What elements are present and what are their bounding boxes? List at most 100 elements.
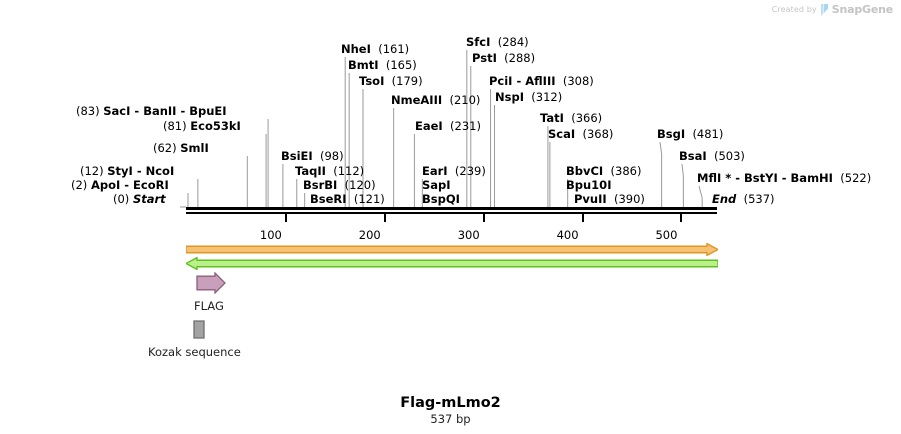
site-enzyme-name: NspI — [495, 90, 524, 104]
site-enzyme-name: PstI — [472, 51, 497, 65]
feature-glyph-kozak-sequence[interactable] — [193, 320, 205, 339]
restriction-site-bmti[interactable]: BmtI (165) — [348, 59, 417, 72]
restriction-site-bsgi[interactable]: BsgI (481) — [657, 128, 723, 141]
snapgene-watermark: Created by SnapGene — [772, 3, 893, 16]
restriction-site-eaei[interactable]: EaeI (231) — [415, 120, 481, 133]
site-position-label: (81) — [163, 119, 187, 133]
site-enzyme-name: BamHI — [790, 171, 833, 185]
restriction-site-bseri[interactable]: BseRI (121) — [310, 193, 385, 206]
ruler-tick-200 — [383, 214, 386, 222]
restriction-site-bpu10i[interactable]: Bpu10I — [566, 179, 611, 192]
site-enzyme-name: StyI — [107, 164, 133, 178]
restriction-site-nmeaiii[interactable]: NmeAIII (210) — [391, 94, 480, 107]
watermark-created-by-label: Created by — [771, 5, 817, 14]
site-enzyme-name: BanII — [143, 104, 177, 118]
restriction-site-tsoi[interactable]: TsoI (179) — [359, 75, 423, 88]
restriction-site-mfli-bstyi-bamhi[interactable]: MflI * - BstYI - BamHI (522) — [697, 172, 871, 185]
restriction-site-bbvci[interactable]: BbvCI (386) — [566, 165, 641, 178]
restriction-site-sapi[interactable]: SapI — [422, 179, 451, 192]
site-enzyme-name: TatI — [540, 111, 564, 125]
leader-line-bsai — [681, 163, 684, 207]
site-enzyme-name: PciI — [489, 74, 513, 88]
restriction-site-bspqi[interactable]: BspQI — [422, 193, 460, 206]
ruler-tick-400 — [581, 214, 584, 222]
site-position-label: (537) — [743, 192, 775, 206]
restriction-site-styi-ncoi[interactable]: (12) StyI - NcoI — [80, 165, 174, 178]
sequence-backbone-line — [186, 207, 717, 210]
site-name-separator: - — [777, 171, 791, 185]
site-position-label: (503) — [713, 149, 745, 163]
site-position-label: (12) — [80, 164, 104, 178]
ruler-tick-100 — [284, 214, 287, 222]
ruler-tick-label-100: 100 — [259, 228, 282, 242]
ruler-tick-label-400: 400 — [556, 228, 579, 242]
restriction-site-nspi[interactable]: NspI (312) — [495, 91, 562, 104]
site-position-label: (481) — [692, 127, 724, 141]
site-enzyme-name: BsrBI — [303, 178, 338, 192]
restriction-site-psti[interactable]: PstI (288) — [472, 52, 535, 65]
sequence-backbone-shadow — [186, 212, 717, 214]
forward-orf-shape — [186, 244, 718, 256]
site-position-label: (231) — [450, 119, 481, 133]
site-enzyme-name: BseRI — [310, 192, 347, 206]
site-enzyme-name: BbvCI — [566, 164, 604, 178]
site-position-label: (368) — [582, 127, 614, 141]
restriction-site-pvuii[interactable]: PvuII (390) — [574, 193, 645, 206]
restriction-site-pcii-afliii[interactable]: PciI - AflIII (308) — [489, 75, 594, 88]
restriction-site-saci-banii-bpuei[interactable]: (83) SacI - BanII - BpuEI — [76, 105, 227, 118]
feature-glyph-flag[interactable] — [196, 272, 226, 294]
forward-orf-arrow[interactable] — [186, 243, 718, 256]
restriction-site-smli[interactable]: (62) SmlI — [153, 142, 209, 155]
restriction-site-bsai[interactable]: BsaI (503) — [679, 150, 745, 163]
site-enzyme-name: MflI * — [697, 171, 732, 185]
restriction-site-eco53ki[interactable]: (81) Eco53kI — [163, 120, 241, 133]
restriction-site-bsrbi[interactable]: BsrBI (120) — [303, 179, 376, 192]
site-position-label: (0) — [113, 192, 130, 206]
site-enzyme-name: Start — [132, 192, 166, 206]
site-position-label: (288) — [504, 51, 536, 65]
site-position-label: (121) — [353, 192, 385, 206]
leader-line-mfli-bstyi-bamhi — [698, 185, 703, 207]
site-name-separator: - — [176, 104, 190, 118]
restriction-site-scai[interactable]: ScaI (368) — [548, 128, 613, 141]
site-name-separator: - — [130, 104, 144, 118]
site-name-separator: - — [731, 171, 745, 185]
restriction-site-apoi-ecori[interactable]: (2) ApoI - EcoRI — [71, 179, 169, 192]
site-enzyme-name: End — [712, 192, 737, 206]
restriction-site-end[interactable]: End (537) — [712, 193, 775, 206]
site-enzyme-name: EaeI — [415, 119, 443, 133]
restriction-site-eari[interactable]: EarI (239) — [422, 165, 486, 178]
site-enzyme-name: AflIII — [525, 74, 556, 88]
site-position-label: (390) — [613, 192, 645, 206]
restriction-site-bsiei[interactable]: BsiEI (98) — [281, 150, 344, 163]
site-position-label: (83) — [76, 104, 100, 118]
site-enzyme-name: TaqII — [295, 164, 326, 178]
restriction-site-tati[interactable]: TatI (366) — [540, 112, 602, 125]
feature-shape — [196, 272, 226, 294]
site-name-separator: - — [120, 178, 134, 192]
restriction-site-sfci[interactable]: SfcI (284) — [466, 36, 529, 49]
feature-label-flag: FLAG — [194, 299, 224, 313]
site-enzyme-name: PvuII — [574, 192, 607, 206]
site-enzyme-name: BspQI — [422, 192, 460, 206]
site-position-label: (161) — [378, 42, 410, 56]
site-enzyme-name: BsaI — [679, 149, 707, 163]
leader-line-bsgi — [659, 141, 663, 207]
site-position-label: (522) — [840, 171, 872, 185]
restriction-site-nhei[interactable]: NheI (161) — [341, 43, 409, 56]
feature-shape — [193, 320, 205, 339]
site-position-label: (284) — [497, 35, 529, 49]
reverse-orf-arrow[interactable] — [186, 257, 718, 270]
restriction-site-taqii[interactable]: TaqII (112) — [295, 165, 364, 178]
ruler-tick-label-200: 200 — [358, 228, 381, 242]
site-position-label: (210) — [449, 93, 481, 107]
watermark-brand-label: SnapGene — [831, 3, 893, 16]
site-enzyme-name: NcoI — [145, 164, 175, 178]
site-position-label: (386) — [610, 164, 642, 178]
restriction-site-start[interactable]: (0) Start — [113, 193, 166, 206]
site-position-label: (308) — [562, 74, 594, 88]
site-enzyme-name: ScaI — [548, 127, 576, 141]
site-enzyme-name: EcoRI — [133, 178, 169, 192]
